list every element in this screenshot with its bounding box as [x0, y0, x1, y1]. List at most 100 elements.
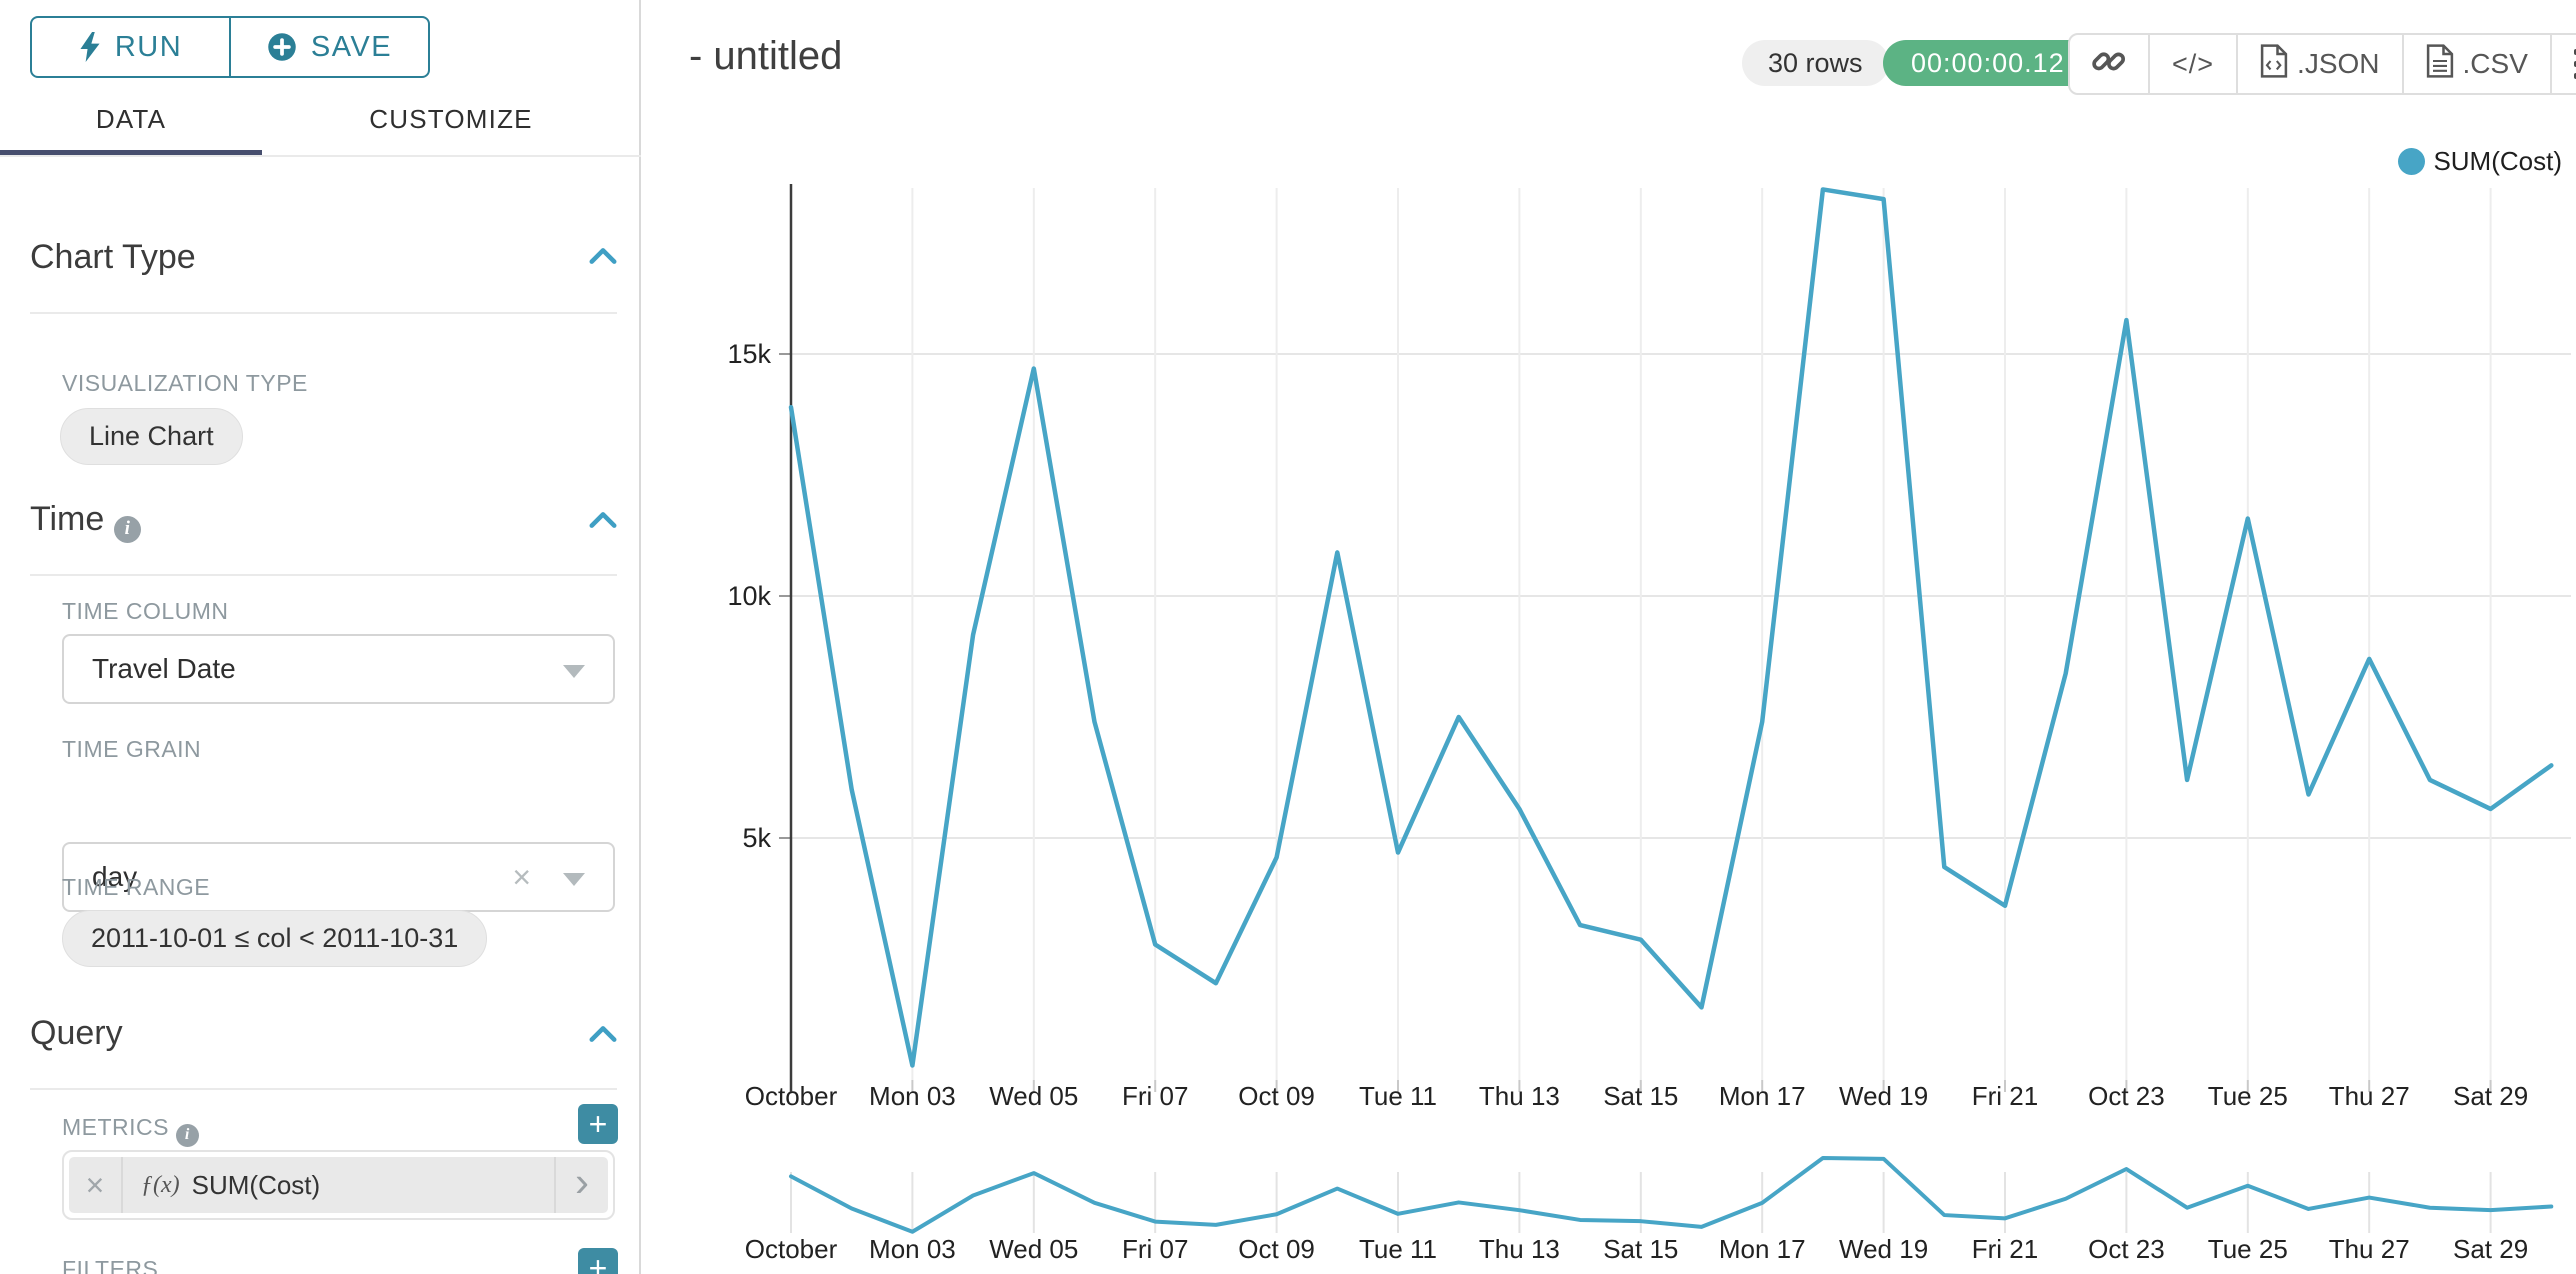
tab-customize[interactable]: CUSTOMIZE [369, 104, 533, 134]
chart-panel: - untitled 30 rows 00:00:00.12 </> [643, 0, 2576, 1274]
svg-text:Oct 23: Oct 23 [2088, 1081, 2165, 1111]
time-section-title: Time i [30, 500, 141, 543]
chart-menu-button[interactable] [2549, 35, 2576, 93]
svg-text:5k: 5k [742, 823, 771, 853]
chevron-down-icon [563, 665, 585, 678]
section-divider [30, 574, 617, 576]
metric-main[interactable]: ƒ(x) SUM(Cost) [123, 1157, 554, 1213]
metrics-label: METRICS i [62, 1114, 199, 1147]
time-section-title-text: Time [30, 500, 105, 538]
svg-text:Thu 13: Thu 13 [1479, 1081, 1560, 1111]
export-csv-label: .CSV [2462, 48, 2528, 79]
tabs-divider [0, 155, 641, 157]
metric-pill[interactable]: × ƒ(x) SUM(Cost) › [69, 1157, 608, 1213]
add-filter-button[interactable]: + [578, 1248, 618, 1274]
chart-type-section-title: Chart Type [30, 238, 196, 276]
svg-text:Thu 27: Thu 27 [2329, 1234, 2410, 1264]
menu-icon [2573, 49, 2576, 79]
tab-data[interactable]: DATA [95, 104, 167, 134]
svg-text:Thu 27: Thu 27 [2329, 1081, 2410, 1111]
svg-text:Mon 17: Mon 17 [1719, 1081, 1806, 1111]
active-tab-underline [0, 150, 262, 157]
export-json-button[interactable]: .JSON [2236, 35, 2401, 93]
time-column-select[interactable]: Travel Date [62, 634, 615, 704]
cost-line-main [788, 187, 2554, 1068]
time-grain-select[interactable]: day × [62, 842, 615, 912]
svg-text:Sat 15: Sat 15 [1603, 1234, 1678, 1264]
time-column-label: TIME COLUMN [62, 598, 229, 624]
row-count-badge: 30 rows [1742, 40, 1889, 86]
legend-color-dot [2398, 148, 2426, 175]
lightning-bolt-icon [79, 32, 101, 62]
chevron-up-icon[interactable] [588, 1024, 618, 1049]
svg-text:Fri 07: Fri 07 [1122, 1234, 1188, 1264]
legend-item-sum-cost[interactable]: SUM(Cost) [2398, 146, 2562, 177]
metrics-label-text: METRICS [62, 1114, 169, 1140]
svg-text:October: October [745, 1234, 838, 1264]
svg-text:Fri 21: Fri 21 [1972, 1234, 2038, 1264]
file-json-icon [2260, 43, 2288, 85]
chevron-down-icon [563, 873, 585, 886]
metric-value: SUM(Cost) [191, 1169, 321, 1200]
chevron-up-icon[interactable] [588, 246, 618, 271]
query-actions: RUN SAVE [30, 16, 430, 78]
section-divider [30, 312, 617, 314]
query-timer-badge: 00:00:00.12 [1883, 40, 2093, 86]
legend-label: SUM(Cost) [2433, 146, 2562, 176]
time-grain-value: day [92, 861, 138, 892]
metric-container: × ƒ(x) SUM(Cost) › [62, 1150, 615, 1220]
remove-metric-icon[interactable]: × [69, 1157, 123, 1213]
svg-text:Fri 07: Fri 07 [1122, 1081, 1188, 1111]
svg-text:Tue 25: Tue 25 [2208, 1234, 2288, 1264]
link-icon [2092, 44, 2126, 85]
cost-line-brush [789, 1156, 2554, 1234]
svg-text:Oct 09: Oct 09 [1238, 1234, 1315, 1264]
svg-text:Tue 11: Tue 11 [1359, 1234, 1437, 1264]
svg-text:Wed 19: Wed 19 [1839, 1081, 1928, 1111]
share-link-button[interactable] [2070, 35, 2148, 93]
svg-text:Mon 03: Mon 03 [869, 1234, 956, 1264]
svg-text:Sat 29: Sat 29 [2453, 1234, 2528, 1264]
save-button-label: SAVE [310, 30, 393, 63]
svg-text:15k: 15k [727, 339, 771, 369]
run-button-label: RUN [114, 30, 183, 63]
svg-text:Sat 15: Sat 15 [1603, 1081, 1678, 1111]
time-column-value: Travel Date [92, 653, 236, 684]
save-button[interactable]: SAVE [229, 18, 428, 76]
svg-text:Oct 09: Oct 09 [1238, 1081, 1315, 1111]
svg-text:Oct 23: Oct 23 [2088, 1234, 2165, 1264]
query-section-title: Query [30, 1014, 123, 1052]
clear-icon[interactable]: × [512, 859, 531, 895]
export-json-label: .JSON [2297, 48, 2380, 79]
svg-text:10k: 10k [727, 581, 771, 611]
svg-text:Tue 11: Tue 11 [1359, 1081, 1437, 1111]
view-query-button[interactable]: </> [2148, 35, 2236, 93]
time-range-value[interactable]: 2011-10-01 ≤ col < 2011-10-31 [62, 910, 488, 967]
svg-text:Wed 19: Wed 19 [1839, 1234, 1928, 1264]
svg-text:Mon 03: Mon 03 [869, 1081, 956, 1111]
svg-text:Sat 29: Sat 29 [2453, 1081, 2528, 1111]
svg-text:Mon 17: Mon 17 [1719, 1234, 1806, 1264]
add-metric-button[interactable]: + [578, 1104, 618, 1144]
plus-circle-icon [267, 32, 297, 62]
run-button[interactable]: RUN [32, 18, 229, 76]
filters-label: FILTERS [62, 1256, 159, 1274]
chevron-up-icon[interactable] [588, 510, 618, 535]
code-icon: </> [2172, 48, 2215, 79]
time-grain-label: TIME GRAIN [62, 736, 202, 762]
export-toolbar: </> .JSON .CSV [2068, 33, 2576, 95]
export-csv-button[interactable]: .CSV [2401, 35, 2550, 93]
chevron-right-icon[interactable]: › [554, 1157, 608, 1213]
svg-text:Wed 05: Wed 05 [989, 1234, 1078, 1264]
chart-title[interactable]: - untitled [689, 34, 843, 78]
info-icon: i [175, 1123, 199, 1147]
visualization-type-label: VISUALIZATION TYPE [62, 370, 308, 396]
info-icon: i [113, 515, 141, 543]
time-range-label: TIME RANGE [62, 874, 211, 900]
control-panel-sidebar: RUN SAVE DATA CUSTOMIZE Chart Type VISUA… [0, 0, 641, 1274]
svg-text:Tue 25: Tue 25 [2208, 1081, 2288, 1111]
visualization-type-value[interactable]: Line Chart [60, 408, 243, 465]
function-icon: ƒ(x) [141, 1171, 180, 1198]
